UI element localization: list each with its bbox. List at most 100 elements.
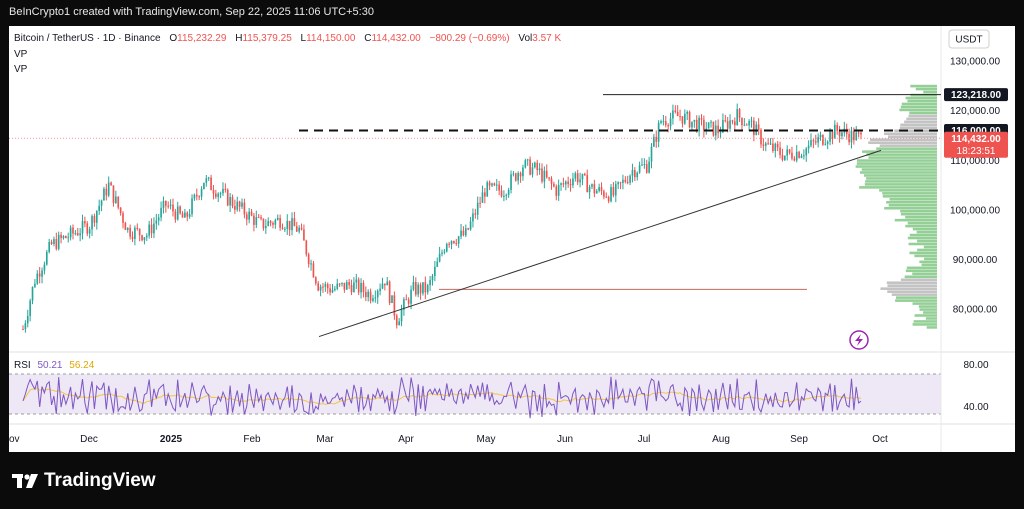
candle <box>74 230 77 236</box>
volume-profile-bar <box>879 189 937 192</box>
candle <box>741 117 743 131</box>
candle <box>364 286 367 302</box>
candle <box>222 182 224 196</box>
candle <box>167 201 170 209</box>
candle <box>800 153 803 159</box>
candle <box>724 114 727 123</box>
candle <box>853 127 855 145</box>
volume-profile-bar <box>905 215 937 219</box>
volume-profile-bar <box>905 96 937 100</box>
candle <box>836 122 839 135</box>
candle <box>305 239 308 257</box>
candle <box>322 283 324 293</box>
time-tick: Apr <box>398 434 414 445</box>
candle <box>224 183 227 193</box>
volume-profile-bar <box>906 266 937 270</box>
candle <box>410 285 412 310</box>
volume-profile-bar <box>926 326 937 329</box>
candle <box>293 211 296 227</box>
candle <box>353 277 355 293</box>
candle <box>629 174 631 186</box>
candle <box>781 148 784 162</box>
candle <box>660 119 662 125</box>
candle <box>745 123 748 126</box>
candle <box>217 192 220 203</box>
volume-profile-bar <box>910 84 937 88</box>
candle <box>22 325 24 331</box>
candle <box>424 276 427 300</box>
svg-text:Bitcoin / TetherUS · 1D · Bina: Bitcoin / TetherUS · 1D · Binance O115,2… <box>14 33 562 44</box>
candle <box>469 216 472 231</box>
volume-profile-bar <box>916 230 937 234</box>
currency-button[interactable] <box>948 29 990 49</box>
candle <box>714 120 717 141</box>
candle <box>388 280 391 306</box>
candle <box>681 116 684 128</box>
candle <box>503 190 505 202</box>
candle <box>374 290 377 303</box>
volume-profile-bar <box>914 254 937 258</box>
volume-profile-bar <box>868 156 937 159</box>
price-tick: 90,000.00 <box>953 255 998 266</box>
volume-profile-bar <box>869 138 937 142</box>
volume-profile-bar <box>856 159 937 162</box>
candle <box>841 131 843 140</box>
candle <box>729 114 731 132</box>
candle <box>541 163 543 184</box>
candle <box>693 119 696 128</box>
candle <box>524 158 527 169</box>
candle <box>600 182 603 196</box>
candle <box>788 148 791 155</box>
candle <box>486 180 489 197</box>
volume-profile-bar <box>868 141 937 144</box>
candle <box>86 221 89 237</box>
volume-profile-bar <box>865 180 937 183</box>
volume-profile-bar <box>879 144 937 147</box>
candle <box>619 181 622 190</box>
candle <box>757 118 760 136</box>
candle <box>119 207 122 216</box>
candle <box>355 273 358 289</box>
candle <box>574 171 577 182</box>
volume-profile-bar <box>855 165 937 168</box>
candle <box>776 141 779 152</box>
time-tick: ov <box>9 434 20 445</box>
candle <box>472 208 474 228</box>
candle <box>29 298 31 322</box>
volume-profile-bar <box>859 171 937 174</box>
candle <box>367 289 370 302</box>
candle <box>562 177 565 188</box>
candle <box>774 142 777 158</box>
candle <box>269 220 272 227</box>
candle <box>579 172 581 188</box>
candle <box>855 126 858 141</box>
flash-icon[interactable] <box>849 330 869 350</box>
candle <box>564 180 567 191</box>
price-tick: 80,000.00 <box>953 305 998 316</box>
candle <box>95 210 98 230</box>
candle <box>398 317 400 326</box>
chart-area[interactable]: Bitcoin / TetherUS · 1D · Binance O115,2… <box>9 26 1015 452</box>
candle <box>338 282 341 288</box>
price-chart[interactable]: Bitcoin / TetherUS · 1D · Binance O115,2… <box>9 26 1015 452</box>
candle <box>764 141 767 152</box>
trendline[interactable] <box>318 149 882 338</box>
candle <box>84 216 86 228</box>
candle <box>522 164 524 181</box>
candle <box>510 170 512 194</box>
candle <box>698 115 700 137</box>
candle <box>57 231 60 251</box>
candle <box>505 193 508 201</box>
candle <box>648 156 650 174</box>
candle <box>786 145 789 161</box>
candle <box>795 145 798 163</box>
svg-text:116,000.00: 116,000.00 <box>951 126 1001 137</box>
time-tick: 2025 <box>160 434 183 445</box>
price-tick: 110,000.00 <box>950 156 1000 167</box>
rsi-legend: RSI 50.21 56.24 <box>14 360 95 371</box>
time-tick: Aug <box>712 434 730 445</box>
candle <box>260 214 262 221</box>
candle <box>312 260 315 278</box>
tradingview-logo[interactable]: TradingView <box>12 470 156 492</box>
candle <box>803 149 805 160</box>
